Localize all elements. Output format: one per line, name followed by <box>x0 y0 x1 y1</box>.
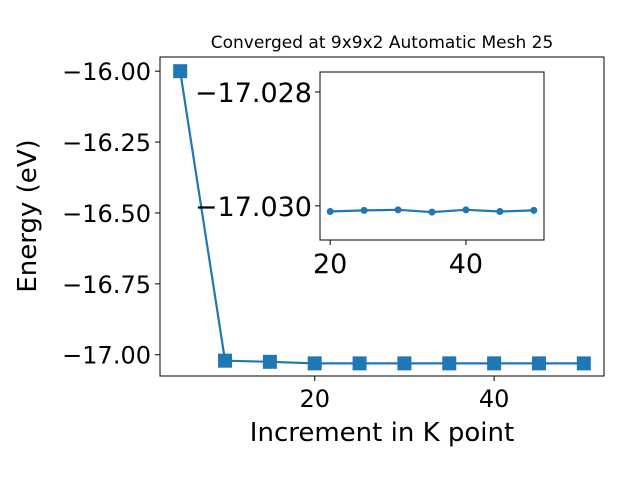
main-y-tick-label-4: −17.00 <box>62 342 151 370</box>
main-point-5 <box>397 356 412 371</box>
main-x-tick-label-1: 40 <box>479 385 510 413</box>
main-point-3 <box>307 356 322 371</box>
main-y-axis-ticks: −16.00 −16.25 −16.50 −16.75 −17.00 <box>62 58 160 370</box>
main-point-7 <box>487 356 502 371</box>
main-chart-title: Converged at 9x9x2 Automatic Mesh 25 <box>211 33 554 53</box>
main-chart: Converged at 9x9x2 Automatic Mesh 25 20 4… <box>13 33 605 448</box>
main-point-0 <box>173 64 188 79</box>
main-x-axis-ticks: 20 40 <box>299 376 509 413</box>
inset-y-tick-label-1: −17.028 <box>195 78 312 109</box>
main-point-2 <box>262 354 277 369</box>
inset-point-1 <box>360 206 368 214</box>
main-x-tick-label-0: 20 <box>299 385 330 413</box>
main-y-tick-label-1: −16.25 <box>62 129 151 157</box>
main-y-axis-label: Energy (eV) <box>13 139 43 292</box>
inset-point-6 <box>530 206 538 214</box>
main-point-6 <box>442 356 457 371</box>
main-series-line-0 <box>179 71 584 365</box>
inset-point-2 <box>394 206 402 214</box>
inset-x-axis-ticks: 20 40 <box>313 240 483 280</box>
inset-point-4 <box>462 206 470 214</box>
inset-point-5 <box>496 208 504 216</box>
inset-x-tick-label-0: 20 <box>313 249 347 280</box>
main-y-tick-label-0: −16.00 <box>62 58 151 86</box>
main-y-tick-label-3: −16.75 <box>62 271 151 299</box>
inset-y-tick-label-0: −17.030 <box>195 192 312 223</box>
main-point-4 <box>352 356 367 371</box>
main-x-axis-label: Increment in K point <box>250 418 514 448</box>
inset-series <box>326 206 538 216</box>
inset-point-3 <box>428 208 436 216</box>
main-plot-frame <box>159 56 605 377</box>
inset-y-axis-ticks: −17.030 −17.028 <box>195 78 320 223</box>
main-point-9 <box>576 356 591 371</box>
inset-chart: 20 40 −17.030−17.028 <box>195 71 545 280</box>
inset-point-0 <box>326 208 334 216</box>
inset-x-tick-label-1: 40 <box>449 249 483 280</box>
main-series <box>173 64 591 371</box>
main-y-tick-label-2: −16.50 <box>62 200 151 228</box>
main-point-8 <box>531 356 546 371</box>
inset-plot-frame <box>319 71 545 241</box>
main-point-1 <box>218 353 233 368</box>
